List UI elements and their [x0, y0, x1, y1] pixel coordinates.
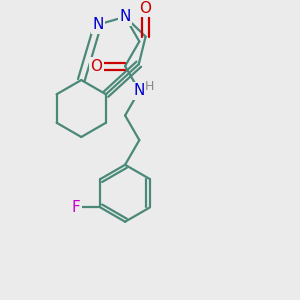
Text: O: O: [140, 1, 152, 16]
Text: N: N: [92, 17, 103, 32]
Text: N: N: [134, 83, 145, 98]
Text: F: F: [72, 200, 81, 215]
Text: N: N: [119, 9, 131, 24]
Text: O: O: [91, 58, 103, 74]
Text: H: H: [145, 80, 154, 93]
